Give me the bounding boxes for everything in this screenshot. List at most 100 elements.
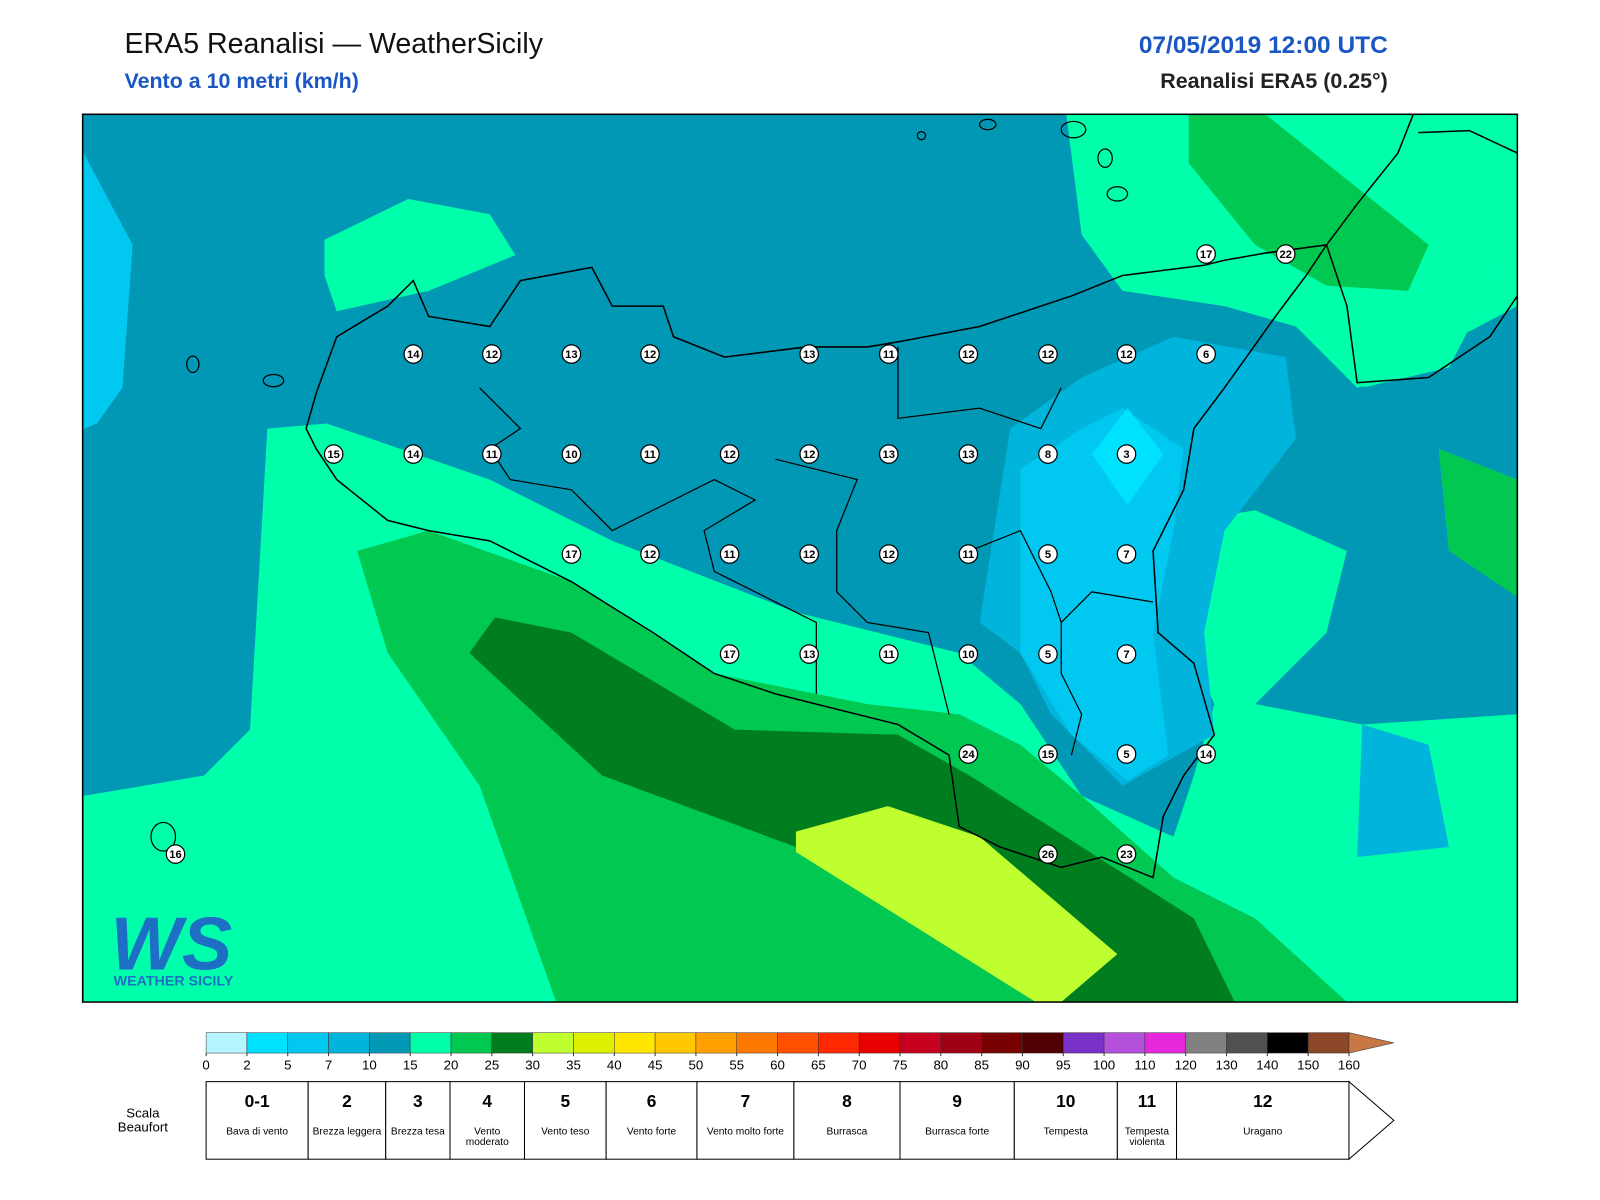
beaufort-label: Brezza tesa [390, 1126, 445, 1138]
colorbar-tick-label: 75 [893, 1057, 908, 1072]
station-value: 13 [565, 349, 577, 361]
station-value: 12 [644, 549, 656, 561]
station-value: 14 [1200, 749, 1213, 761]
colorbar-tick-label: 50 [689, 1057, 704, 1072]
colorbar-segment [491, 1032, 533, 1054]
beaufort-cell [205, 1081, 309, 1160]
colorbar-segment [940, 1032, 982, 1054]
contour [83, 153, 133, 429]
colorbar-tick-label: 95 [1056, 1057, 1071, 1072]
beaufort-cell [1116, 1081, 1178, 1160]
station-value: 15 [1042, 749, 1054, 761]
beaufort-cell [449, 1081, 525, 1160]
beaufort-cell [307, 1081, 387, 1160]
colorbar-tick-label: 7 [325, 1057, 332, 1072]
station-marker [719, 544, 740, 564]
beaufort-force: 8 [842, 1091, 852, 1112]
colorbar-segment [818, 1032, 860, 1054]
station-value: 11 [486, 449, 498, 461]
colorbar-tick-label: 55 [729, 1057, 744, 1072]
subtitle: Vento a 10 metri (km/h) [124, 69, 358, 93]
colorbar-tick-label: 40 [607, 1057, 622, 1072]
station-value: 7 [1123, 649, 1129, 661]
colorbar-tick-label: 20 [444, 1057, 459, 1072]
colorbar-segment [695, 1032, 737, 1054]
station-marker [403, 444, 424, 464]
colorbar-tick-label: 0 [202, 1057, 209, 1072]
station-value: 15 [327, 449, 339, 461]
colorbar-tick-label: 25 [484, 1057, 499, 1072]
station-value: 12 [962, 349, 974, 361]
station-value: 11 [644, 449, 656, 461]
colorbar-segment [287, 1032, 329, 1054]
station-marker [482, 344, 502, 364]
station-value: 5 [1045, 649, 1051, 661]
station-marker [1116, 644, 1137, 664]
station-value: 13 [803, 349, 815, 361]
colorbar-tick-label: 130 [1215, 1057, 1237, 1072]
coastline [1325, 114, 1518, 384]
station-value: 24 [962, 749, 975, 761]
station-marker [482, 444, 502, 464]
colorbar-tick-label: 45 [648, 1057, 663, 1072]
station-marker [878, 444, 899, 464]
station-marker [1116, 444, 1137, 464]
station-marker [1116, 344, 1137, 364]
station-marker [640, 444, 660, 464]
map-frame [81, 113, 1519, 1003]
station-value: 8 [1045, 449, 1051, 461]
station-value: 3 [1123, 449, 1129, 461]
beaufort-label: Vento teso [541, 1126, 590, 1138]
colorbar-segment [246, 1032, 289, 1054]
colorbar-segment [654, 1032, 697, 1054]
beaufort-cell [696, 1081, 795, 1160]
colorbar-segment [1226, 1032, 1268, 1054]
colorbar-tick-label: 150 [1297, 1057, 1319, 1072]
station-marker [1116, 744, 1137, 764]
contour [1188, 114, 1429, 291]
station-marker [1038, 744, 1058, 764]
station-marker [958, 444, 979, 464]
station-marker [1196, 244, 1216, 264]
station-value: 5 [1123, 749, 1129, 761]
colorbar-tick-label: 80 [933, 1057, 948, 1072]
station-marker [1038, 444, 1058, 464]
colorbar-tick-label: 85 [974, 1057, 989, 1072]
station-value: 13 [803, 649, 815, 661]
coastline [305, 243, 1329, 879]
beaufort-label: Tempesta violenta [1124, 1126, 1170, 1148]
station-value: 14 [407, 349, 420, 361]
station-marker [561, 444, 582, 464]
colorbar-segment [1144, 1032, 1186, 1054]
station-value: 11 [962, 549, 974, 561]
colorbar-segment [1022, 1032, 1064, 1054]
colorbar-segment [1103, 1032, 1146, 1054]
station-marker [1038, 544, 1058, 564]
station-marker [1116, 544, 1137, 564]
colorbar-segment [1185, 1032, 1227, 1054]
station-value: 6 [1203, 349, 1209, 361]
station-value: 12 [803, 549, 815, 561]
colorbar-tick-label: 5 [284, 1057, 291, 1072]
beaufort-force: 0-1 [244, 1091, 270, 1112]
beaufort-label: Burrasca [826, 1126, 868, 1138]
station-value: 12 [803, 449, 815, 461]
station-value: 13 [883, 449, 895, 461]
beaufort-cell [899, 1081, 1015, 1160]
station-value: 11 [883, 649, 895, 661]
station-value: 12 [486, 349, 498, 361]
station-value: 16 [169, 849, 181, 861]
station-marker [1038, 644, 1058, 664]
station-marker [1196, 744, 1216, 764]
station-value: 11 [724, 549, 736, 561]
station-marker [1275, 244, 1296, 264]
station-marker [561, 544, 582, 564]
colorbar-segment [205, 1032, 248, 1054]
beaufort-force: 7 [740, 1091, 751, 1112]
beaufort-arrow [1348, 1080, 1395, 1161]
station-marker [958, 544, 979, 564]
beaufort-force: 12 [1253, 1091, 1273, 1112]
station-value: 10 [565, 449, 577, 461]
